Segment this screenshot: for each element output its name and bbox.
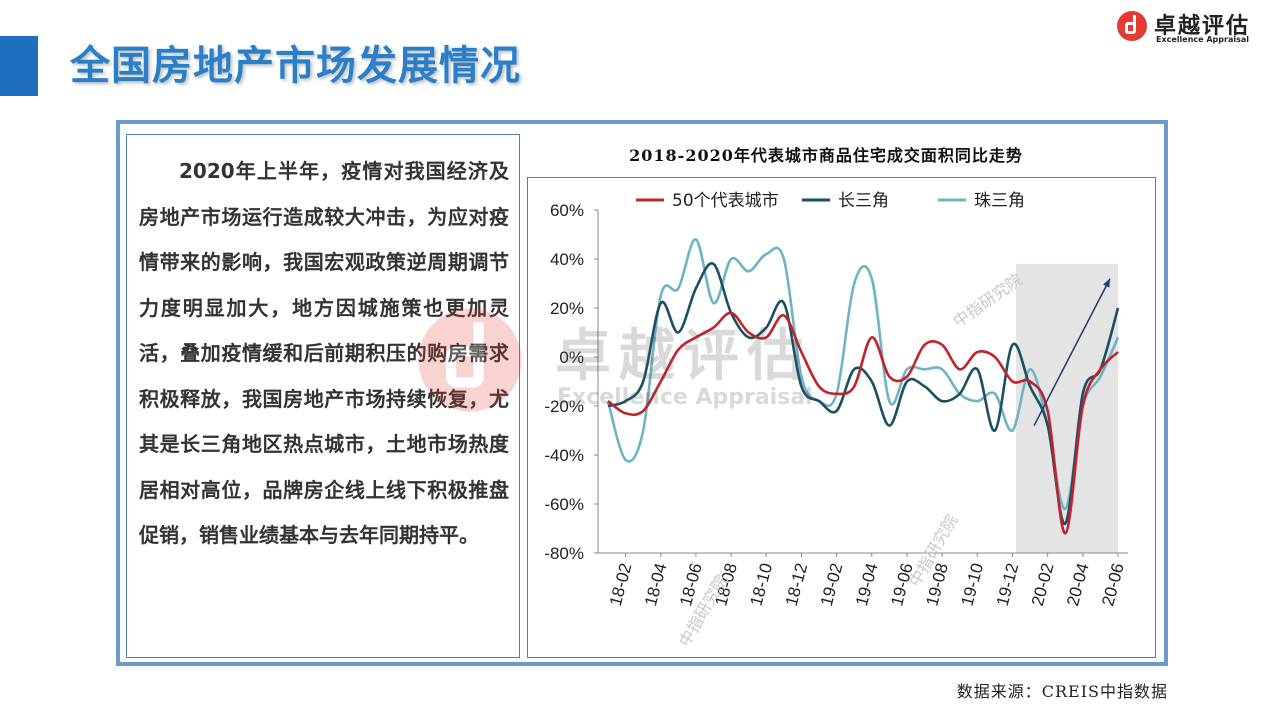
series-line-1 [607,262,1120,525]
text-panel: 2020年上半年，疫情对我国经济及房地产市场运行造成较大冲击，为应对疫情带来的影… [126,134,520,658]
y-tick-label: -80% [544,544,584,563]
y-tick-label: -20% [544,397,584,416]
y-tick-label: 0% [559,348,584,367]
y-tick-label: 40% [550,250,584,269]
body-paragraph: 2020年上半年，疫情对我国经济及房地产市场运行造成较大冲击，为应对疫情带来的影… [139,159,509,547]
chart-panel: 60% 40% 20% 0% -20% -40% -60% -80% 18-02 18-04 18-… [527,177,1156,658]
brand-name: 卓越评估 [1154,14,1251,39]
chart-watermark: 中指研究院 [949,270,1025,331]
brand-logo-icon [1117,11,1147,41]
y-tick-label: 60% [550,201,584,220]
line-chart: 60% 40% 20% 0% -20% -40% -60% -80% 18-02 18-04 18-… [544,191,1128,650]
x-tick-label: 18-04 [641,561,671,608]
trend-arrow-head [1103,278,1110,288]
x-tick-label: 19-04 [852,561,882,608]
brand-subtitle: Excellence Appraisal [1156,35,1249,44]
highlight-region [1016,263,1118,553]
x-tick-label: 19-12 [993,561,1023,608]
x-tick-label: 20-04 [1063,561,1093,608]
brand-header: 卓越评估 Excellence Appraisal [1116,8,1266,48]
series-line-0 [607,311,1119,535]
series-line-2 [606,238,1120,511]
x-tick-label: 18-10 [747,561,777,608]
page-title: 全国房地产市场发展情况 [70,43,521,89]
x-tick-label: 20-02 [1028,561,1058,608]
legend-label: 长三角 [838,191,889,211]
x-tick-label: 18-02 [606,561,636,608]
x-tick-label: 19-10 [958,561,988,608]
chart-title: 2018-2020年代表城市商品住宅成交面积同比走势 [629,146,1023,165]
legend-label: 珠三角 [974,191,1025,211]
y-tick-label: -40% [544,446,584,465]
x-tick-label: 20-06 [1098,561,1128,608]
trend-arrow [1033,278,1111,426]
x-tick-label: 18-12 [782,561,812,608]
x-tick-label: 19-02 [817,561,847,608]
legend-label: 50个代表城市 [672,191,779,211]
y-tick-label: 20% [550,299,584,318]
title-accent-bar [0,36,38,96]
y-tick-label: -60% [544,495,584,514]
data-source-note: 数据来源：CREIS中指数据 [956,682,1168,701]
